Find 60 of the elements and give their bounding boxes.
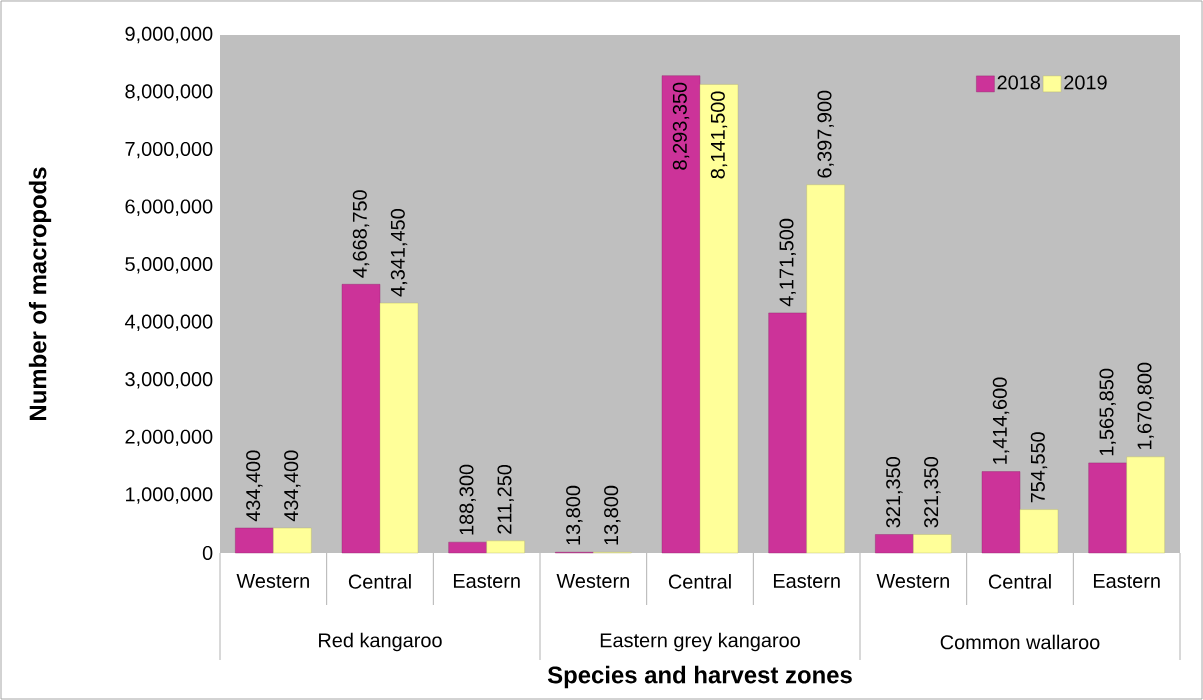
bar <box>448 541 487 554</box>
bar <box>913 534 952 554</box>
data-label: 6,397,900 <box>817 90 834 178</box>
text: Red kangaroo <box>319 632 442 652</box>
x-tick-label: Western <box>556 574 629 588</box>
y-tick-label: 2,000,000 <box>125 429 213 447</box>
data-label: 1,565,850 <box>1099 368 1116 456</box>
x-tick-label: Eastern <box>453 574 520 588</box>
y-tick-label: 3,000,000 <box>125 372 213 389</box>
data-label: 188,300 <box>459 464 476 535</box>
y-tick-label: 7,000,000 <box>125 141 213 159</box>
y-tick-label: 9,000,000 <box>125 26 213 44</box>
x-tick-label: Central <box>348 574 411 589</box>
bar <box>1019 509 1059 554</box>
data-label: 4,668,750 <box>352 190 370 278</box>
x-tick-label: Western <box>876 574 949 588</box>
x-tick-label: Eastern <box>1093 574 1160 588</box>
bar <box>699 84 739 554</box>
bar <box>661 75 701 554</box>
y-tick-label: 5,000,000 <box>125 256 213 274</box>
data-label: 4,171,500 <box>779 218 796 307</box>
data-label: 1,670,800 <box>1137 362 1154 450</box>
legend-label: 2019 <box>1064 75 1107 90</box>
data-label: 434,400 <box>246 450 263 522</box>
x-tick-label: Central <box>988 574 1051 589</box>
y-tick-label: 1,000,000 <box>126 487 213 504</box>
y-tick-label: 8,000,000 <box>125 84 213 101</box>
x-tick-label: Central <box>668 574 731 589</box>
data-label: 754,550 <box>1030 432 1048 503</box>
bar <box>235 527 274 554</box>
x-tick-label: Eastern <box>773 574 840 588</box>
data-label: 321,350 <box>924 457 941 528</box>
y-tick-label: 4,000,000 <box>124 314 213 331</box>
data-label: 13,800 <box>566 485 583 545</box>
x-axis-title: Species and harvest zones <box>547 665 852 689</box>
bar <box>768 312 807 554</box>
bar <box>486 540 525 554</box>
text: Eastern grey kangaroo <box>600 632 800 652</box>
bar <box>1088 462 1127 554</box>
data-label: 13,800 <box>604 485 621 545</box>
y-tick-label: 6,000,000 <box>125 199 213 216</box>
bar <box>981 471 1021 554</box>
data-label: 211,250 <box>497 464 514 534</box>
data-label: 8,293,350 <box>672 82 690 170</box>
data-label: 434,400 <box>284 450 301 522</box>
bar <box>875 534 914 554</box>
text: Common wallaroo <box>940 634 1100 650</box>
bar <box>1126 456 1165 554</box>
bar <box>273 527 312 554</box>
data-label: 321,350 <box>886 457 903 528</box>
x-tick-label: Western <box>236 574 309 588</box>
bar <box>806 184 845 554</box>
data-label: 1,414,600 <box>992 377 1010 464</box>
y-tick-label: 0 <box>202 545 213 561</box>
data-label: 4,341,450 <box>390 209 408 297</box>
data-label: 8,141,500 <box>710 91 728 179</box>
legend-label: 2018 <box>997 75 1041 90</box>
bar <box>341 284 381 554</box>
bar <box>379 302 419 554</box>
y-axis-title: Number of macropods <box>28 167 52 420</box>
